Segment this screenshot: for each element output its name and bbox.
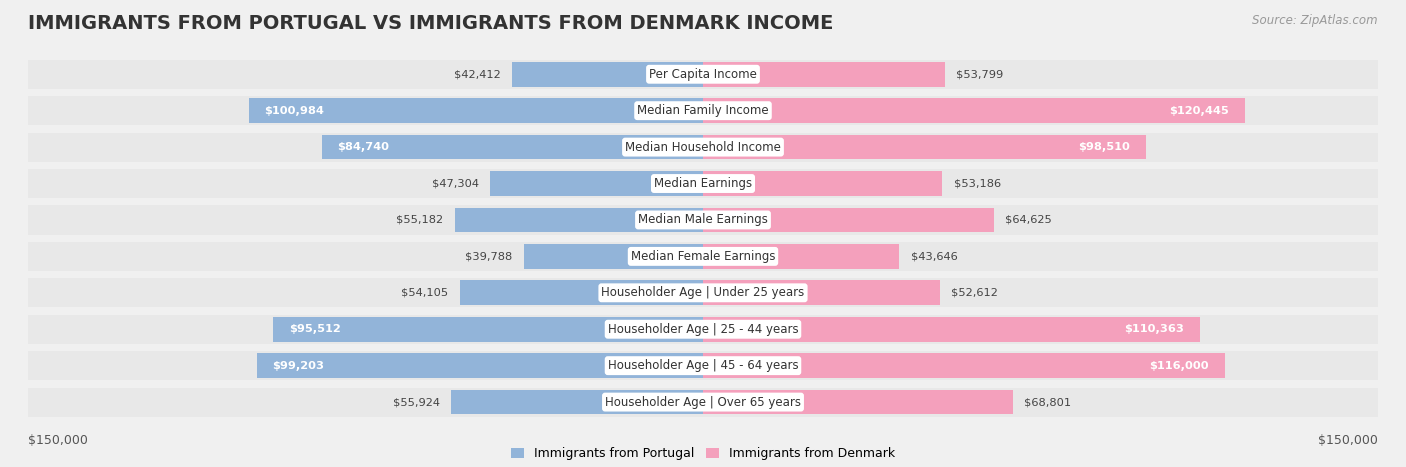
- FancyBboxPatch shape: [249, 98, 703, 123]
- Text: $39,788: $39,788: [465, 251, 513, 262]
- Text: Median Male Earnings: Median Male Earnings: [638, 213, 768, 226]
- Text: IMMIGRANTS FROM PORTUGAL VS IMMIGRANTS FROM DENMARK INCOME: IMMIGRANTS FROM PORTUGAL VS IMMIGRANTS F…: [28, 14, 834, 33]
- FancyBboxPatch shape: [454, 207, 703, 233]
- FancyBboxPatch shape: [451, 389, 703, 415]
- FancyBboxPatch shape: [257, 353, 703, 378]
- Text: Median Household Income: Median Household Income: [626, 141, 780, 154]
- FancyBboxPatch shape: [28, 278, 1378, 307]
- FancyBboxPatch shape: [703, 244, 900, 269]
- FancyBboxPatch shape: [491, 171, 703, 196]
- FancyBboxPatch shape: [703, 62, 945, 87]
- FancyBboxPatch shape: [703, 207, 994, 233]
- FancyBboxPatch shape: [28, 96, 1378, 125]
- Legend: Immigrants from Portugal, Immigrants from Denmark: Immigrants from Portugal, Immigrants fro…: [506, 442, 900, 465]
- Text: $150,000: $150,000: [1317, 434, 1378, 447]
- Text: $55,182: $55,182: [396, 215, 443, 225]
- FancyBboxPatch shape: [703, 353, 1225, 378]
- Text: $54,105: $54,105: [401, 288, 449, 298]
- Text: Median Female Earnings: Median Female Earnings: [631, 250, 775, 263]
- FancyBboxPatch shape: [28, 388, 1378, 417]
- Text: $42,412: $42,412: [454, 69, 501, 79]
- FancyBboxPatch shape: [703, 389, 1012, 415]
- FancyBboxPatch shape: [28, 242, 1378, 271]
- FancyBboxPatch shape: [28, 169, 1378, 198]
- Text: Median Earnings: Median Earnings: [654, 177, 752, 190]
- FancyBboxPatch shape: [28, 60, 1378, 89]
- Text: $53,186: $53,186: [953, 178, 1001, 189]
- FancyBboxPatch shape: [703, 171, 942, 196]
- FancyBboxPatch shape: [273, 317, 703, 342]
- Text: $120,445: $120,445: [1170, 106, 1229, 116]
- Text: $64,625: $64,625: [1005, 215, 1052, 225]
- Text: $53,799: $53,799: [956, 69, 1004, 79]
- FancyBboxPatch shape: [524, 244, 703, 269]
- Text: Householder Age | 45 - 64 years: Householder Age | 45 - 64 years: [607, 359, 799, 372]
- FancyBboxPatch shape: [703, 280, 939, 305]
- FancyBboxPatch shape: [28, 205, 1378, 234]
- Text: $116,000: $116,000: [1150, 361, 1209, 371]
- Text: $68,801: $68,801: [1024, 397, 1071, 407]
- Text: Median Family Income: Median Family Income: [637, 104, 769, 117]
- Text: $110,363: $110,363: [1123, 324, 1184, 334]
- Text: $43,646: $43,646: [911, 251, 957, 262]
- FancyBboxPatch shape: [703, 134, 1146, 160]
- FancyBboxPatch shape: [703, 317, 1199, 342]
- Text: $47,304: $47,304: [432, 178, 479, 189]
- FancyBboxPatch shape: [28, 133, 1378, 162]
- Text: Source: ZipAtlas.com: Source: ZipAtlas.com: [1253, 14, 1378, 27]
- Text: $98,510: $98,510: [1078, 142, 1130, 152]
- Text: $95,512: $95,512: [290, 324, 340, 334]
- Text: Per Capita Income: Per Capita Income: [650, 68, 756, 81]
- FancyBboxPatch shape: [460, 280, 703, 305]
- FancyBboxPatch shape: [703, 98, 1244, 123]
- Text: $150,000: $150,000: [28, 434, 89, 447]
- Text: $84,740: $84,740: [337, 142, 389, 152]
- Text: $100,984: $100,984: [264, 106, 325, 116]
- Text: $55,924: $55,924: [394, 397, 440, 407]
- Text: Householder Age | Under 25 years: Householder Age | Under 25 years: [602, 286, 804, 299]
- Text: $99,203: $99,203: [273, 361, 325, 371]
- Text: Householder Age | Over 65 years: Householder Age | Over 65 years: [605, 396, 801, 409]
- FancyBboxPatch shape: [28, 351, 1378, 380]
- FancyBboxPatch shape: [322, 134, 703, 160]
- FancyBboxPatch shape: [28, 315, 1378, 344]
- Text: $52,612: $52,612: [950, 288, 998, 298]
- Text: Householder Age | 25 - 44 years: Householder Age | 25 - 44 years: [607, 323, 799, 336]
- FancyBboxPatch shape: [512, 62, 703, 87]
